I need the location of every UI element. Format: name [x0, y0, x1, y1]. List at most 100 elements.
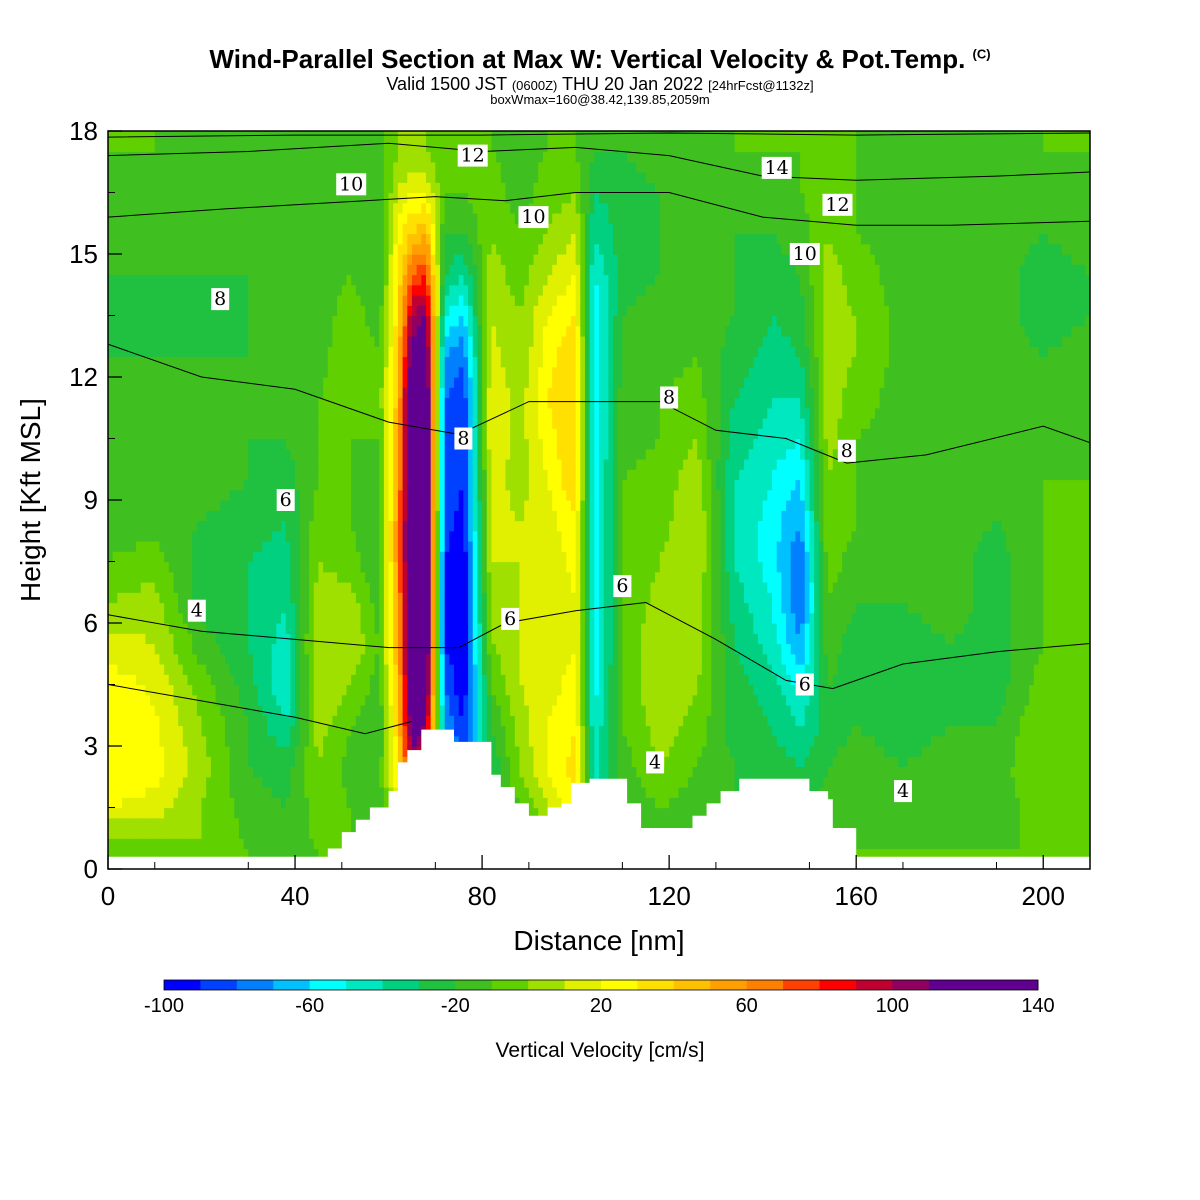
heat-cell — [159, 448, 165, 460]
heat-cell — [299, 664, 305, 675]
heat-cell — [332, 336, 338, 347]
heat-cell — [425, 202, 432, 214]
heat-cell — [210, 336, 217, 347]
heat-cell — [220, 387, 226, 399]
heat-cell — [309, 766, 315, 778]
heat-cell — [276, 448, 282, 460]
heat-cell — [393, 346, 399, 358]
heat-cell — [122, 315, 128, 327]
heat-cell — [295, 592, 301, 604]
heat-cell — [168, 172, 175, 183]
heat-cell — [136, 469, 142, 481]
heat-cell — [126, 520, 132, 532]
heat-cell — [164, 551, 170, 563]
heat-cell — [379, 438, 385, 450]
heat-cell — [136, 223, 142, 235]
heat-cell — [117, 141, 123, 153]
heat-cell — [416, 735, 422, 747]
heat-cell — [393, 500, 399, 511]
heat-cell — [117, 817, 123, 829]
heat-cell — [397, 151, 404, 163]
heat-cell — [220, 233, 226, 245]
heat-cell — [295, 582, 301, 593]
heat-cell — [210, 725, 217, 737]
heat-cell — [159, 202, 165, 214]
heat-cell — [304, 817, 310, 829]
heat-cell — [276, 807, 282, 819]
heat-cell — [173, 428, 179, 440]
heat-cell — [122, 469, 128, 481]
heat-cell — [210, 346, 217, 358]
heat-cell — [360, 438, 366, 450]
heat-cell — [271, 377, 277, 388]
heat-cell — [374, 161, 380, 173]
heat-cell — [173, 243, 179, 255]
heat-cell — [173, 705, 179, 716]
heat-cell — [252, 592, 259, 604]
heat-cell — [252, 510, 259, 522]
heat-cell — [365, 694, 371, 706]
heat-cell — [290, 172, 296, 183]
heat-cell — [238, 254, 245, 265]
heat-cell — [407, 653, 413, 665]
heat-cell — [238, 151, 245, 163]
heat-cell — [295, 684, 301, 696]
heat-cell — [309, 356, 315, 368]
heat-cell — [285, 459, 291, 470]
heat-cell — [215, 561, 221, 573]
heat-cell — [341, 223, 348, 235]
heat-cell — [173, 377, 179, 388]
heat-cell — [337, 797, 343, 809]
heat-cell — [136, 571, 142, 583]
heat-cell — [131, 141, 137, 153]
heat-cell — [276, 192, 282, 204]
heat-cell — [411, 254, 418, 265]
heat-cell — [154, 315, 161, 327]
heat-cell — [164, 530, 170, 542]
heat-cell — [318, 448, 324, 460]
heat-cell — [360, 274, 366, 286]
heat-cell — [304, 295, 310, 306]
heat-cell — [220, 776, 226, 788]
heat-cell — [323, 325, 329, 337]
heat-cell — [173, 612, 179, 624]
heat-cell — [262, 633, 268, 645]
heat-cell — [295, 284, 301, 296]
heat-cell — [164, 151, 170, 163]
heat-cell — [257, 151, 263, 163]
heat-cell — [108, 735, 114, 747]
heat-cell — [201, 233, 207, 245]
heat-cell — [407, 233, 413, 245]
heat-cell — [196, 715, 203, 727]
heat-cell — [229, 325, 235, 337]
heat-cell — [136, 284, 142, 296]
heat-cell — [164, 459, 170, 470]
heat-cell — [238, 828, 245, 839]
heat-cell — [323, 151, 329, 163]
heat-cell — [117, 807, 123, 819]
heat-cell — [243, 756, 249, 768]
heat-cell — [411, 561, 418, 573]
heat-cell — [266, 571, 273, 583]
heat-cell — [379, 715, 385, 727]
heat-cell — [285, 766, 291, 778]
heat-cell — [337, 694, 343, 706]
heat-cell — [182, 787, 189, 798]
heat-cell — [411, 213, 418, 224]
heat-cell — [159, 674, 165, 686]
heat-cell — [360, 776, 366, 788]
heat-cell — [374, 643, 380, 655]
heat-cell — [224, 387, 231, 399]
heat-cell — [192, 387, 198, 399]
heat-cell — [337, 151, 343, 163]
heat-cell — [327, 694, 334, 706]
heat-cell — [196, 325, 203, 337]
heat-cell — [388, 459, 394, 470]
heat-cell — [313, 776, 320, 788]
heat-cell — [416, 479, 422, 491]
heat-cell — [126, 202, 132, 214]
heat-cell — [411, 336, 418, 347]
heat-cell — [327, 664, 334, 675]
heat-cell — [285, 182, 291, 194]
heat-cell — [112, 674, 118, 686]
